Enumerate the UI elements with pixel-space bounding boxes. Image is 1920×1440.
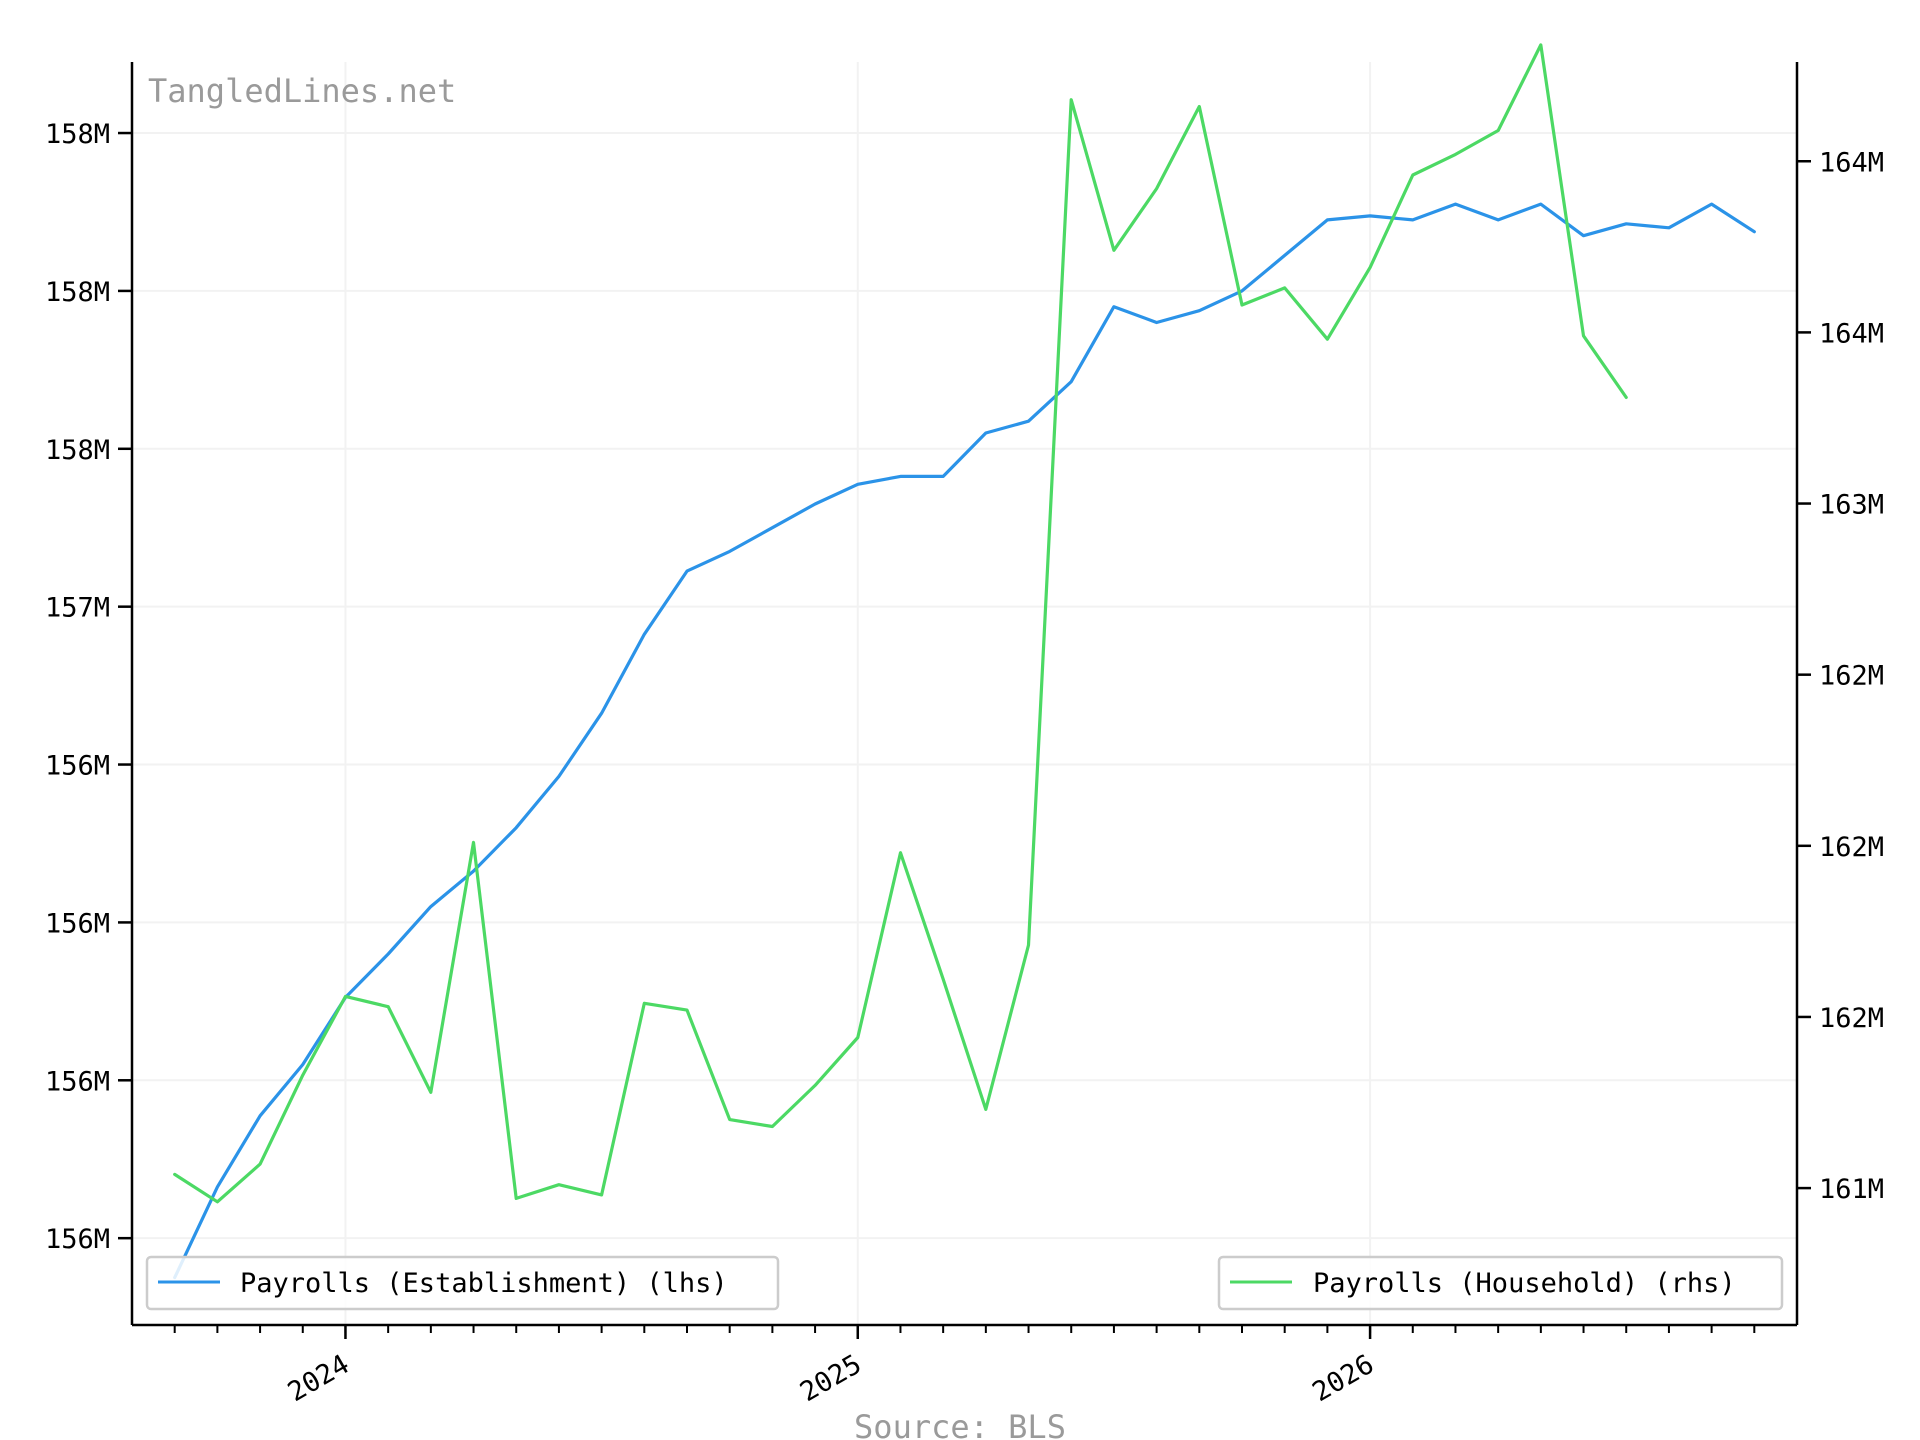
legend-right-frame <box>1217 1255 1784 1311</box>
right-y-tick-label: 162M <box>1819 661 1884 692</box>
axes <box>130 62 1799 1327</box>
left-y-tick-label: 156M <box>45 1066 110 1097</box>
tick-marks <box>118 131 1811 1339</box>
right-y-tick-label: 161M <box>1819 1174 1884 1205</box>
right-y-tick-label: 162M <box>1819 1003 1884 1034</box>
right-y-tick-label: 163M <box>1819 490 1884 521</box>
grid-lines <box>132 62 1797 1325</box>
legend-left-frame <box>145 1255 780 1311</box>
watermark: TangledLines.net <box>148 72 456 110</box>
series-lines <box>173 43 1756 1280</box>
right-y-tick-label: 162M <box>1819 832 1884 863</box>
left-y-tick-label: 158M <box>45 119 110 150</box>
legend-right-label: Payrolls (Household) (rhs) <box>1313 1268 1736 1299</box>
series-line-household <box>173 43 1628 1204</box>
source-note: Source: BLS <box>854 1408 1066 1440</box>
right-y-tick-label: 164M <box>1819 147 1884 178</box>
series-line-establishment <box>173 202 1756 1280</box>
left-y-tick-label: 158M <box>45 277 110 308</box>
legend-left-label: Payrolls (Establishment) (lhs) <box>240 1268 728 1299</box>
left-y-tick-label: 156M <box>45 908 110 939</box>
legend-right: Payrolls (Household) (rhs) <box>1217 1255 1784 1311</box>
legend-left: Payrolls (Establishment) (lhs) <box>145 1255 780 1311</box>
left-y-tick-label: 157M <box>45 593 110 624</box>
right-y-tick-label: 164M <box>1819 318 1884 349</box>
left-y-tick-label: 158M <box>45 435 110 466</box>
x-tick-label: 2024 <box>283 1349 355 1408</box>
left-y-tick-label: 156M <box>45 751 110 782</box>
left-y-tick-label: 156M <box>45 1224 110 1255</box>
x-tick-label: 2025 <box>795 1349 867 1408</box>
x-tick-label: 2026 <box>1307 1349 1379 1408</box>
